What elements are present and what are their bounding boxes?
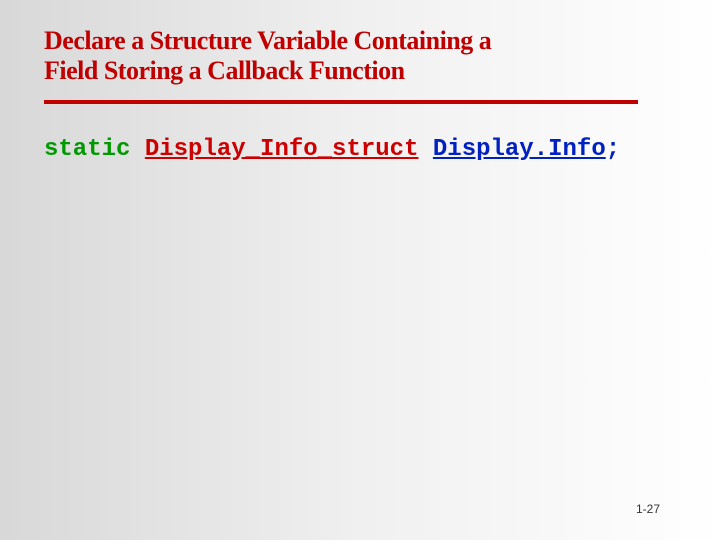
code-keyword: static — [44, 136, 130, 163]
code-type: Display_Info_struct — [145, 136, 419, 163]
page-number: 1-27 — [636, 502, 660, 516]
slide-title: Declare a Structure Variable Containing … — [44, 26, 676, 86]
code-punct: ; — [606, 136, 620, 163]
title-line-1: Declare a Structure Variable Containing … — [44, 26, 676, 56]
title-line-2: Field Storing a Callback Function — [44, 56, 676, 86]
code-identifier: Display.Info — [433, 136, 606, 163]
slide: Declare a Structure Variable Containing … — [0, 0, 720, 540]
title-rule — [44, 100, 638, 104]
code-line: static Display_Info_struct Display.Info; — [44, 136, 676, 163]
